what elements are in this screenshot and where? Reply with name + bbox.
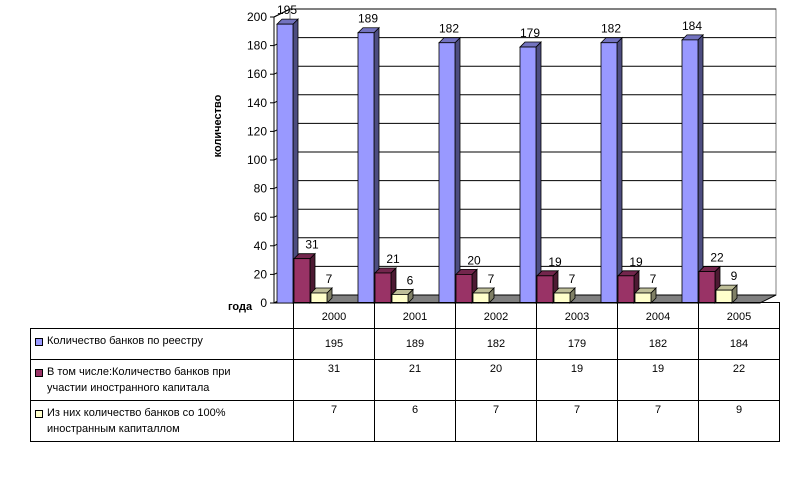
- data-table-row: Количество банков по реестру 195 189 182…: [30, 328, 780, 360]
- category-label: 2001: [374, 302, 456, 329]
- table-cell: 184: [698, 328, 780, 360]
- legend-swatch: [35, 338, 43, 346]
- data-label: 9: [731, 269, 738, 283]
- bar: [357, 32, 375, 304]
- table-cell: 6: [374, 400, 456, 442]
- data-label: 6: [407, 273, 414, 287]
- bar: [455, 273, 473, 304]
- data-label: 184: [682, 19, 702, 33]
- y-tick-label: 40: [254, 239, 268, 253]
- bar-side: [616, 36, 623, 304]
- data-table-row: В том числе:Количество банков при участи…: [30, 359, 780, 401]
- table-cell: 22: [698, 359, 780, 401]
- data-label: 189: [358, 12, 378, 26]
- data-label: 7: [488, 272, 495, 286]
- legend-label: участии иностранного капитала: [47, 382, 210, 394]
- table-cell: 21: [374, 359, 456, 401]
- legend-entry: Количество банков по реестру: [30, 328, 294, 360]
- table-cell: 9: [698, 400, 780, 442]
- y-tick-label: 60: [254, 210, 268, 224]
- bar-side: [454, 36, 461, 304]
- data-label: 182: [439, 22, 459, 36]
- category-label: 2005: [698, 302, 780, 329]
- bar-side: [697, 33, 704, 304]
- bar: [276, 23, 294, 304]
- data-label: 7: [326, 272, 333, 286]
- legend-label: Количество банков по реестру: [47, 335, 203, 347]
- table-cell: 182: [617, 328, 699, 360]
- y-tick-label: 100: [247, 153, 267, 167]
- bar: [438, 42, 456, 304]
- legend-swatch: [35, 369, 43, 377]
- table-cell: 20: [455, 359, 537, 401]
- y-tick-label: 200: [247, 10, 267, 24]
- y-tick-label: 120: [247, 124, 267, 138]
- data-label: 31: [305, 238, 319, 252]
- table-cell: 7: [455, 400, 537, 442]
- table-cell: 19: [536, 359, 618, 401]
- table-cell: 182: [455, 328, 537, 360]
- category-label: 2000: [293, 302, 375, 329]
- table-cell: 195: [293, 328, 375, 360]
- legend-label: иностранным капиталлом: [47, 423, 180, 435]
- data-label: 7: [650, 272, 657, 286]
- bar: [374, 272, 392, 304]
- table-cell: 189: [374, 328, 456, 360]
- data-label: 21: [386, 252, 400, 266]
- table-cell: 31: [293, 359, 375, 401]
- table-cell: 19: [617, 359, 699, 401]
- data-label: 22: [710, 251, 724, 265]
- bar: [681, 39, 699, 304]
- data-table-header-row: 2000 2001 2002 2003 2004 2005: [30, 302, 780, 329]
- data-label: 7: [569, 272, 576, 286]
- table-cell: 7: [617, 400, 699, 442]
- data-label: 182: [601, 22, 621, 36]
- bar: [293, 258, 311, 304]
- legend-entry: Из них количество банков со 100% иностра…: [30, 400, 294, 442]
- legend-label: Из них количество банков со 100%: [47, 407, 226, 419]
- y-tick-label: 80: [254, 182, 268, 196]
- y-tick-label: 20: [254, 267, 268, 281]
- legend-swatch: [35, 410, 43, 418]
- category-label: 2003: [536, 302, 618, 329]
- data-table-corner: [30, 302, 294, 329]
- data-label: 19: [548, 255, 562, 269]
- category-label: 2004: [617, 302, 699, 329]
- table-cell: 7: [293, 400, 375, 442]
- table-cell: 7: [536, 400, 618, 442]
- legend-label: В том числе:Количество банков при: [47, 366, 231, 378]
- data-label: 20: [467, 253, 481, 267]
- bar: [519, 46, 537, 304]
- bar: [617, 275, 635, 304]
- table-cell: 179: [536, 328, 618, 360]
- y-tick-label: 140: [247, 96, 267, 110]
- bar-side: [373, 26, 380, 304]
- data-table: 2000 2001 2002 2003 2004 2005 Количество…: [30, 302, 780, 442]
- data-table-row: Из них количество банков со 100% иностра…: [30, 400, 780, 442]
- gridline: [273, 8, 776, 18]
- data-label: 179: [520, 26, 540, 40]
- y-axis-label: количество: [212, 94, 224, 158]
- data-label: 195: [277, 3, 297, 17]
- y-tick-label: 180: [247, 39, 267, 53]
- legend-entry: В том числе:Количество банков при участи…: [30, 359, 294, 401]
- y-tick-label: 160: [247, 67, 267, 81]
- bar: [698, 271, 716, 304]
- data-label: 19: [629, 255, 643, 269]
- bar: [536, 275, 554, 304]
- bar: [600, 42, 618, 304]
- bar-side: [535, 41, 542, 304]
- category-label: 2002: [455, 302, 537, 329]
